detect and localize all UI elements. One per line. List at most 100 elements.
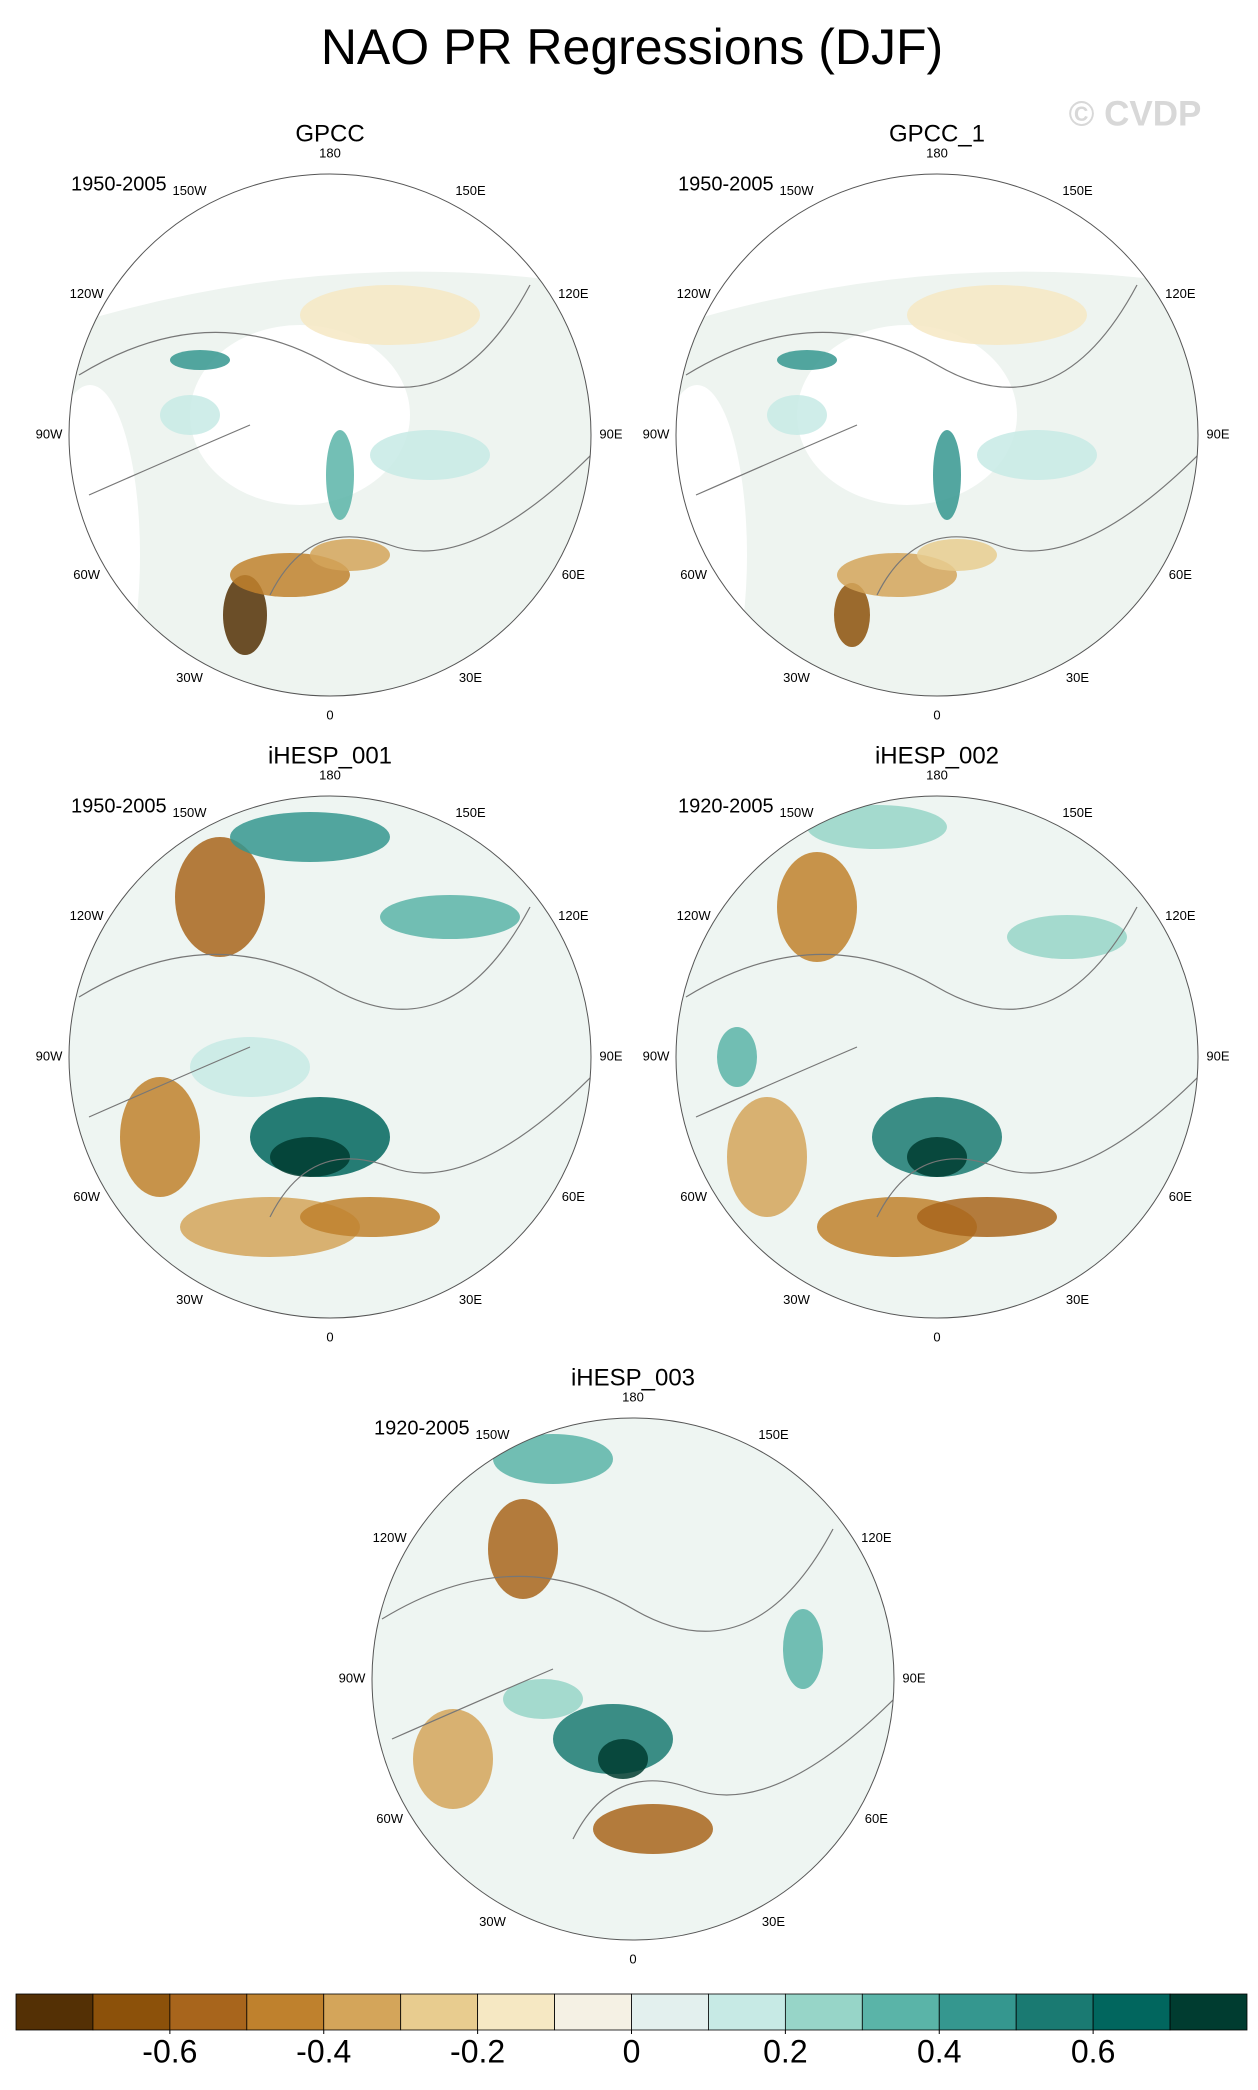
map-shading: [413, 1709, 493, 1809]
colorbar-tick-label: 0.4: [917, 2033, 961, 2069]
map-shading: [170, 350, 230, 370]
colorbar-box: [169, 1993, 248, 2031]
longitude-label: 120E: [558, 908, 589, 923]
map-shading: [727, 1097, 807, 1217]
map-shading: [717, 1027, 757, 1087]
colorbar-box: [861, 1993, 940, 2031]
map-shading: [783, 1609, 823, 1689]
panel-period: 1950-2005: [71, 173, 167, 195]
longitude-label: 120W: [677, 908, 712, 923]
map-shading: [593, 1804, 713, 1854]
map-shading: [493, 1434, 613, 1484]
longitude-label: 30W: [176, 670, 203, 685]
map-border: [371, 1417, 895, 1941]
map-shading: [834, 583, 870, 647]
longitude-label: 180: [319, 145, 341, 160]
map-shading: [310, 539, 390, 571]
longitude-label: 150E: [455, 183, 486, 198]
longitude-label: 0: [326, 707, 333, 722]
map-missing: [190, 325, 410, 505]
map-panel: GPCC_1 1950-2005 180 150E 120E 90E 60E 30E 0 30W 6…: [643, 120, 1230, 722]
longitude-label: 90E: [1206, 1048, 1229, 1063]
map-border: [68, 795, 592, 1319]
colorbar-box: [15, 1993, 94, 2031]
coastline: [78, 284, 591, 596]
longitude-label: 60E: [562, 1189, 585, 1204]
panel-period: 1950-2005: [678, 173, 774, 195]
longitude-label: 120W: [70, 286, 105, 301]
colorbar-box: [784, 1993, 863, 2031]
longitude-label: 180: [926, 767, 948, 782]
longitude-label: 90E: [1206, 426, 1229, 441]
map-shading: [300, 1197, 440, 1237]
longitude-label: 120E: [1165, 286, 1196, 301]
map-border: [68, 173, 592, 697]
longitude-label: 60E: [562, 567, 585, 582]
longitude-label: 90W: [36, 1048, 63, 1063]
longitude-label: 30W: [783, 670, 810, 685]
longitude-label: 150E: [455, 805, 486, 820]
panel-title: iHESP_003: [571, 1364, 695, 1391]
colorbar-tick-label: 0.6: [1071, 2033, 1115, 2069]
colorbar-box: [708, 1993, 786, 2031]
colorbar-tick-label: 0: [623, 2033, 641, 2069]
map-panel: iHESP_001 1950-2005 180 150E 120E 90E 60E 30E 0 3…: [36, 742, 623, 1344]
longitude-label: 60E: [865, 1811, 888, 1826]
map-shading: [807, 805, 947, 849]
colorbar-box: [477, 1993, 555, 2031]
colorbar-box: [1092, 1993, 1171, 2031]
map-shading: [503, 1679, 583, 1719]
longitude-label: 30E: [459, 670, 482, 685]
colorbar-tick-label: 0.2: [763, 2033, 807, 2069]
map-missing: [797, 325, 1017, 505]
watermark: © CVDP: [1069, 94, 1202, 133]
map-shading: [223, 575, 267, 655]
map-shading: [1007, 915, 1127, 959]
longitude-label: 120W: [373, 1530, 408, 1545]
colorbar-box: [323, 1993, 402, 2031]
map-shading: [598, 1739, 648, 1779]
longitude-label: 60E: [1169, 567, 1192, 582]
coastline: [685, 284, 1198, 596]
map-shading: [917, 1197, 1057, 1237]
longitude-label: 60W: [376, 1811, 403, 1826]
longitude-label: 30W: [176, 1292, 203, 1307]
map-shading: [777, 852, 857, 962]
map-shading: [767, 395, 827, 435]
longitude-label: 60E: [1169, 1189, 1192, 1204]
longitude-label: 0: [629, 1951, 636, 1966]
longitude-label: 60W: [73, 567, 100, 582]
longitude-label: 90W: [339, 1670, 366, 1685]
longitude-label: 120E: [558, 286, 589, 301]
longitude-label: 90E: [902, 1670, 925, 1685]
longitude-label: 120W: [70, 908, 105, 923]
longitude-label: 180: [926, 145, 948, 160]
map-shading: [190, 1037, 310, 1097]
coastline: [685, 906, 1198, 1218]
map-shading: [917, 539, 997, 571]
map-shading-group: [78, 812, 591, 1257]
longitude-label: 90E: [599, 426, 622, 441]
map-border: [675, 795, 1199, 1319]
map-shading: [907, 285, 1087, 345]
colorbar-box: [938, 1993, 1017, 2031]
map-shading: [488, 1499, 558, 1599]
map-missing: [69, 174, 591, 325]
panel-period: 1950-2005: [71, 795, 167, 817]
colorbar-tick-label: -0.4: [296, 2033, 351, 2069]
figure-title: NAO PR Regressions (DJF): [321, 19, 943, 75]
longitude-label: 30W: [783, 1292, 810, 1307]
colorbar-box: [1015, 1993, 1094, 2031]
map-shading: [907, 1137, 967, 1177]
longitude-label: 150W: [476, 1427, 511, 1442]
longitude-label: 120E: [861, 1530, 892, 1545]
longitude-label: 150W: [173, 183, 208, 198]
map-missing: [676, 174, 1198, 325]
longitude-label: 150W: [173, 805, 208, 820]
map-shading: [933, 430, 961, 520]
map-panel: GPCC 1950-2005 180 150E 120E 90E 60E 30E 0 30W 60W…: [36, 120, 623, 722]
colorbar-box: [631, 1993, 709, 2031]
longitude-label: 120E: [1165, 908, 1196, 923]
map-shading: [777, 350, 837, 370]
